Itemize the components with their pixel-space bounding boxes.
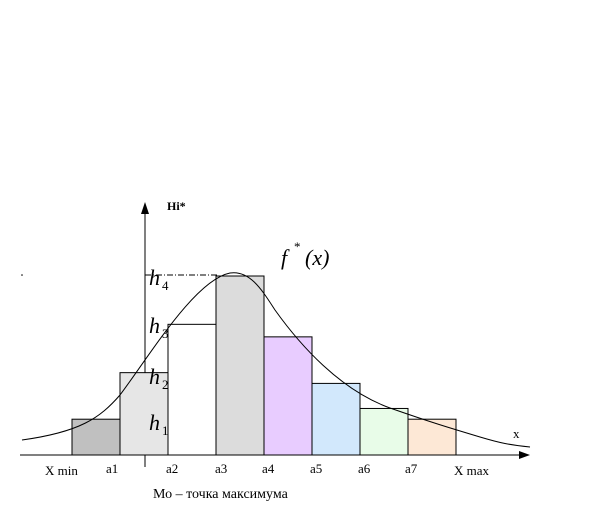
x-tick-a6: a6 <box>358 461 371 476</box>
histogram-bar-7 <box>359 407 409 456</box>
h2-subscript: 2 <box>162 377 169 392</box>
density-curve <box>21 272 531 448</box>
h1-subscript: 1 <box>162 423 169 438</box>
h4-subscript: 4 <box>162 278 169 293</box>
histogram-bar-4 <box>215 275 265 456</box>
h2-label: h <box>149 364 160 389</box>
h3-label: h <box>149 313 160 338</box>
x-tick-a1: a1 <box>106 461 118 476</box>
y-axis-label: Hi* <box>167 199 186 213</box>
histogram-bar-8 <box>407 418 457 456</box>
h1-label: h <box>149 410 160 435</box>
histogram-bar-5 <box>263 336 313 456</box>
h4-reference-start-dot <box>21 274 23 276</box>
x-axis-label: x <box>513 426 520 441</box>
histogram-bars <box>71 275 457 456</box>
x-tick-a3: a3 <box>215 461 227 476</box>
histogram-bar-6 <box>311 382 361 456</box>
x-tick-xmin: X min <box>45 463 78 478</box>
x-tick-a2: a2 <box>166 461 178 476</box>
curve-label-f: f <box>281 245 290 270</box>
h3-subscript: 3 <box>162 326 169 341</box>
curve-label-arg: (x) <box>305 245 329 270</box>
curve-label-star: * <box>294 239 301 254</box>
x-tick-a4: a4 <box>262 461 275 476</box>
y-axis-arrowhead <box>141 202 149 214</box>
x-tick-a7: a7 <box>405 461 418 476</box>
histogram-bar-3 <box>167 323 217 456</box>
mode-caption: Мо – точка максимума <box>153 487 289 502</box>
histogram-bar-1 <box>71 418 121 456</box>
x-tick-a5: a5 <box>310 461 322 476</box>
histogram-bar-2 <box>119 372 169 456</box>
x-axis-arrowhead <box>519 451 530 459</box>
h4-label: h <box>149 265 160 290</box>
x-tick-xmax: X max <box>454 463 490 478</box>
